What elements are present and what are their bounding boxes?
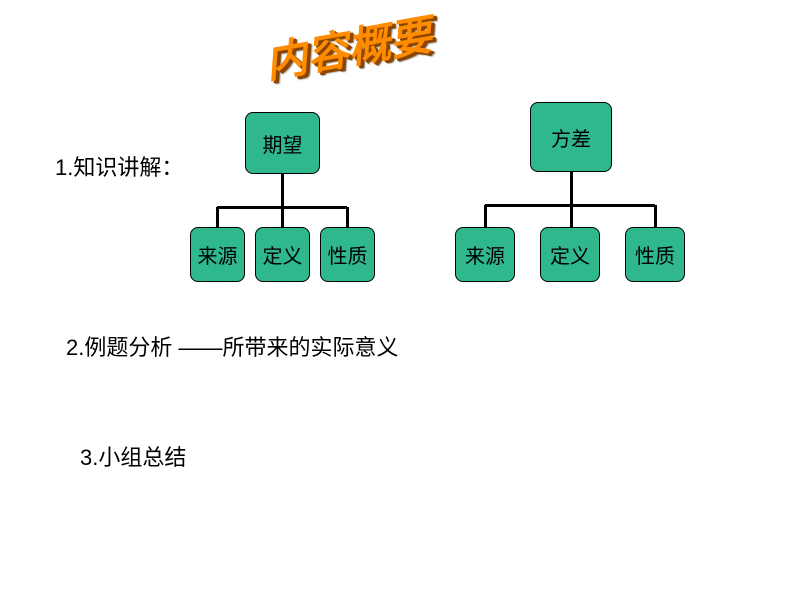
slide-title-text: 内容概要 xyxy=(261,11,435,86)
tree-child-node-3: 性质 xyxy=(625,227,685,282)
tree-root-node: 方差 xyxy=(530,102,612,172)
section-label-3: 3.小组总结 xyxy=(80,440,186,472)
tree-child-node-1: 来源 xyxy=(455,227,515,282)
tree-root-node: 期望 xyxy=(245,112,320,174)
tree-drop-3 xyxy=(654,205,657,227)
section-label-2: 2.例题分析 ——所带来的实际意义 xyxy=(66,330,398,362)
tree-drop-3 xyxy=(346,207,349,227)
section-label-1: 1.知识讲解： xyxy=(55,150,183,182)
tree-child-node-2: 定义 xyxy=(255,227,310,282)
slide-title-3d: 内容概要 xyxy=(260,1,436,90)
tree-stem xyxy=(570,172,573,205)
tree-child-node-3: 性质 xyxy=(320,227,375,282)
tree-drop-1 xyxy=(484,205,487,227)
tree-drop-2 xyxy=(570,205,573,227)
tree-drop-1 xyxy=(216,207,219,227)
tree-stem xyxy=(281,174,284,207)
tree-child-node-1: 来源 xyxy=(190,227,245,282)
tree-drop-2 xyxy=(281,207,284,227)
tree-child-node-2: 定义 xyxy=(540,227,600,282)
